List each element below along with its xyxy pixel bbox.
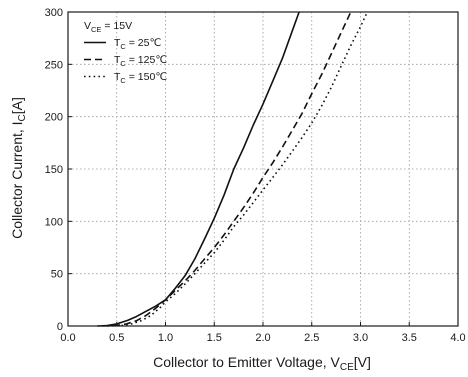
y-tick-label: 300 [45,7,63,19]
x-tick-label: 3.5 [402,332,417,344]
legend: VCE = 15V TC = 25℃ TC = 125℃ TC = 150℃ [84,20,167,85]
x-axis-label: Collector to Emitter Voltage, VCE[V] [153,354,371,373]
y-tick-label: 150 [45,164,63,176]
x-tick-label: 4.0 [450,332,465,344]
legend-entry-3: TC = 150℃ [114,71,167,85]
grid-lines [68,12,458,326]
y-tick-label: 50 [51,269,63,281]
legend-entry-1: TC = 25℃ [114,37,161,51]
x-tick-label: 0.5 [109,332,124,344]
series-lines [97,11,369,327]
x-tick-label: 1.0 [158,332,173,344]
axis-ticks: 0.0 0.5 1.0 1.5 2.0 2.5 3.0 3.5 4.0 0 50 100 150 200 2… [45,7,466,344]
x-tick-label: 1.5 [207,332,222,344]
x-tick-label: 3.0 [353,332,368,344]
x-tick-label: 2.0 [255,332,270,344]
x-tick-label: 0.0 [60,332,75,344]
legend-header: VCE = 15V [84,20,132,34]
x-tick-label: 2.5 [304,332,319,344]
y-tick-label: 250 [45,59,63,71]
series-line-2 [102,11,352,327]
y-axis-label: Collector Current, IC[A] [9,97,28,239]
series-line-3 [106,11,369,327]
legend-entry-2: TC = 125℃ [114,54,167,68]
y-tick-label: 0 [57,321,63,333]
y-tick-label: 100 [45,216,63,228]
y-tick-label: 200 [45,112,63,124]
series-line-1 [97,11,300,327]
